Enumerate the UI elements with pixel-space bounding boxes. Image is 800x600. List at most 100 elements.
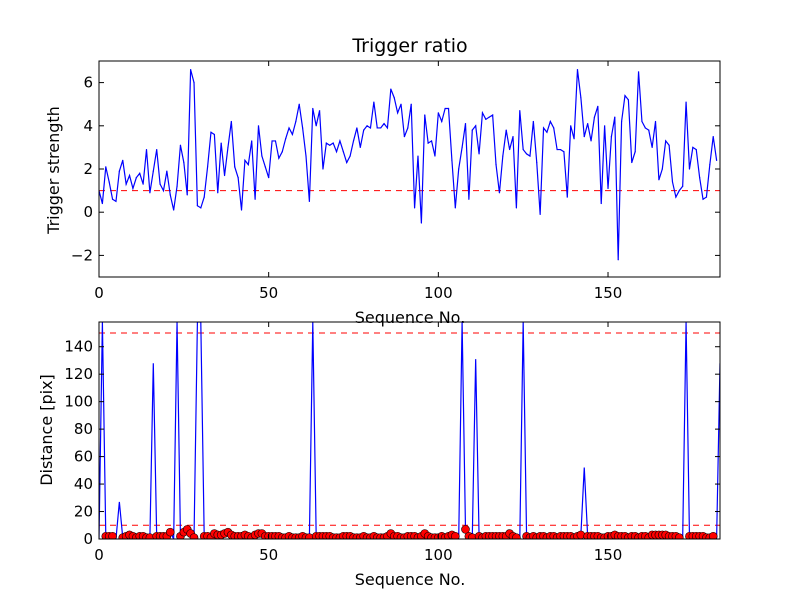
data-point	[295, 120, 297, 123]
data-point	[505, 129, 507, 131]
data-point	[583, 136, 585, 138]
data-point	[532, 120, 534, 123]
data-point	[240, 209, 243, 211]
data-point	[648, 129, 650, 131]
data-point	[257, 125, 260, 127]
y-axis-label: Distance [pix]	[37, 374, 56, 486]
data-point	[525, 153, 528, 155]
data-point	[271, 140, 273, 142]
data-point	[352, 140, 355, 142]
data-point	[359, 146, 361, 148]
data-point	[274, 140, 277, 142]
data-point	[471, 129, 473, 131]
data-point	[590, 140, 592, 142]
data-point	[458, 168, 460, 170]
data-point	[461, 146, 463, 148]
plot-area: 0 50 100 150 0 20 40 60 80 100 120 140	[64, 321, 721, 564]
x-tick-label: 50	[259, 284, 278, 302]
data-point	[620, 120, 623, 123]
data-point	[325, 142, 327, 144]
data-point	[410, 103, 412, 105]
data-point	[437, 112, 439, 114]
data-point	[661, 168, 663, 170]
data-point	[305, 155, 307, 157]
y-tick-label: 120	[64, 365, 93, 383]
data-point	[318, 110, 321, 112]
y-tick-label: 2	[83, 160, 93, 178]
data-point	[142, 183, 144, 185]
data-point	[302, 127, 304, 129]
data-point	[668, 144, 670, 146]
data-point	[186, 194, 188, 196]
data-point	[536, 161, 538, 164]
axes-frame	[98, 321, 721, 540]
data-point	[420, 222, 422, 224]
data-point	[122, 159, 124, 161]
data-point	[346, 161, 348, 164]
y-tick-label: 20	[74, 503, 93, 521]
data-point	[542, 127, 545, 129]
data-point	[464, 123, 467, 125]
plot-clip	[99, 322, 720, 539]
data-point	[604, 125, 606, 127]
data-point	[641, 120, 643, 123]
data-point	[380, 127, 382, 129]
data-point	[705, 196, 708, 198]
data-point	[217, 192, 219, 194]
data-point	[424, 114, 426, 116]
data-point	[658, 179, 660, 181]
data-point	[539, 213, 541, 215]
data-point	[220, 142, 222, 144]
x-tick-label: 100	[424, 546, 453, 564]
chart-title: Trigger ratio	[351, 35, 467, 57]
data-point	[709, 164, 711, 166]
data-point	[597, 105, 599, 107]
data-point	[573, 138, 575, 140]
data-point	[152, 170, 154, 172]
data-point	[430, 140, 433, 142]
data-point	[413, 207, 416, 209]
data-point	[196, 205, 199, 207]
plot-area: 0 50 100 150 −2 0 2 4 6	[71, 60, 721, 302]
data-point	[234, 166, 236, 168]
y-tick-label: 140	[64, 338, 93, 356]
data-point	[610, 136, 613, 138]
data-point	[485, 118, 487, 120]
data-point	[454, 207, 456, 209]
data-point	[549, 120, 551, 123]
data-point	[468, 198, 470, 200]
y-tick-label: 6	[83, 74, 93, 92]
data-point-marker	[512, 533, 521, 539]
y-tick-label: 80	[74, 420, 93, 438]
data-point	[502, 155, 504, 157]
data-point	[105, 166, 107, 168]
data-point-marker	[165, 527, 175, 537]
plot-clip	[99, 69, 720, 261]
data-point	[291, 133, 294, 136]
x-tick-label: 50	[259, 546, 278, 564]
data-point	[335, 151, 338, 153]
chart-distance: 0 50 100 150 0 20 40 60 80 100 120 140 Sequence No.…	[37, 321, 721, 589]
data-point	[529, 155, 531, 157]
data-point-marker	[451, 531, 460, 539]
data-point	[176, 185, 178, 187]
data-point	[634, 151, 636, 153]
data-point	[614, 116, 616, 118]
y-tick-label: 0	[83, 530, 93, 548]
y-tick-label: −2	[71, 246, 93, 264]
data-point	[366, 125, 368, 127]
data-point	[451, 159, 453, 161]
data-point	[631, 161, 633, 164]
data-point	[481, 112, 484, 114]
data-point	[678, 190, 680, 192]
data-point	[556, 148, 558, 151]
data-point	[342, 151, 344, 153]
data-point	[230, 120, 232, 123]
x-tick-label: 100	[424, 284, 453, 302]
data-point	[315, 125, 317, 127]
data-point	[546, 131, 548, 133]
data-point	[488, 116, 490, 118]
data-point	[162, 190, 165, 192]
data-point	[169, 194, 171, 196]
